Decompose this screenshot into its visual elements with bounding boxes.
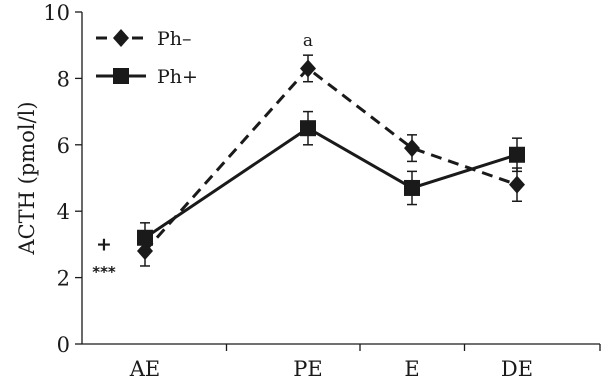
y-axis-label: ACTH (pmol/l) (15, 101, 39, 255)
y-tick-label-10: 10 (43, 1, 70, 25)
series-line (144, 126, 518, 240)
data-point-e (404, 179, 420, 196)
legend: Ph– Ph+ (96, 28, 198, 88)
annotation-0: a (303, 31, 313, 51)
data-point-pe (300, 120, 316, 137)
x-tick-label-de: DE (501, 357, 533, 381)
y-tick-label-0: 0 (57, 333, 70, 357)
y-tick-label-2: 2 (57, 267, 70, 291)
legend-label-0: Ph– (157, 28, 192, 50)
data-point-pe (300, 59, 316, 78)
x-tick-label-ae: AE (129, 357, 161, 381)
axes (81, 12, 600, 345)
annotation-2: *** (92, 263, 116, 281)
y-tick-label-8: 8 (57, 67, 70, 91)
legend-label-1: Ph+ (157, 66, 198, 88)
data-point-de (509, 146, 525, 163)
y-axis-ticks: 0 2 4 6 8 10 (43, 1, 82, 357)
x-tick-label-pe: PE (293, 357, 322, 381)
x-axis-ticks: AE PE E DE (129, 344, 601, 381)
data-point-de (509, 175, 525, 194)
data-point-e (404, 139, 420, 158)
series-layer (137, 54, 525, 267)
legend-marker-1 (113, 68, 129, 84)
y-tick-label-4: 4 (57, 200, 70, 224)
annotations: a + *** (92, 31, 313, 281)
series-line (143, 66, 518, 253)
data-point-ae (137, 229, 153, 246)
y-tick-label-6: 6 (57, 134, 70, 158)
series-ph-plus (137, 110, 525, 254)
legend-marker-0 (113, 29, 129, 47)
x-tick-label-e: E (404, 357, 419, 381)
annotation-1: + (96, 233, 112, 255)
